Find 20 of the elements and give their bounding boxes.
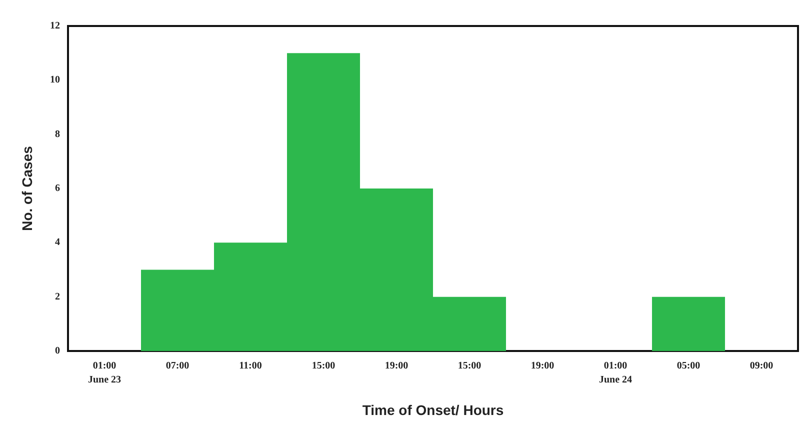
y-tick-label: 8: [55, 128, 60, 140]
x-tick-label: 19:00: [530, 360, 554, 372]
x-tick-label: 07:00: [166, 360, 190, 372]
y-tick-label: 6: [55, 183, 60, 194]
bar: [652, 296, 725, 351]
y-tick-label: 10: [50, 74, 60, 86]
x-tick-label: 09:00: [750, 360, 774, 372]
y-axis-title: No. of Cases: [19, 146, 35, 231]
x-tick-label: 01:00 June 24: [598, 360, 632, 386]
x-tick-label: 01:00 June 23: [88, 360, 122, 386]
x-axis-title: Time of Onset/ Hours: [362, 402, 504, 418]
x-tick-label: 15:00: [312, 360, 336, 372]
y-tick-label: 4: [55, 237, 60, 248]
x-tick-label: 11:00: [239, 360, 262, 372]
y-tick-label: 2: [55, 291, 60, 302]
x-tick-label: 15:00: [458, 360, 482, 372]
y-tick-label: 0: [55, 346, 60, 356]
y-tick-label: 12: [50, 20, 60, 32]
x-tick-label: 19:00: [384, 360, 408, 372]
x-tick-label: 05:00: [676, 360, 700, 372]
